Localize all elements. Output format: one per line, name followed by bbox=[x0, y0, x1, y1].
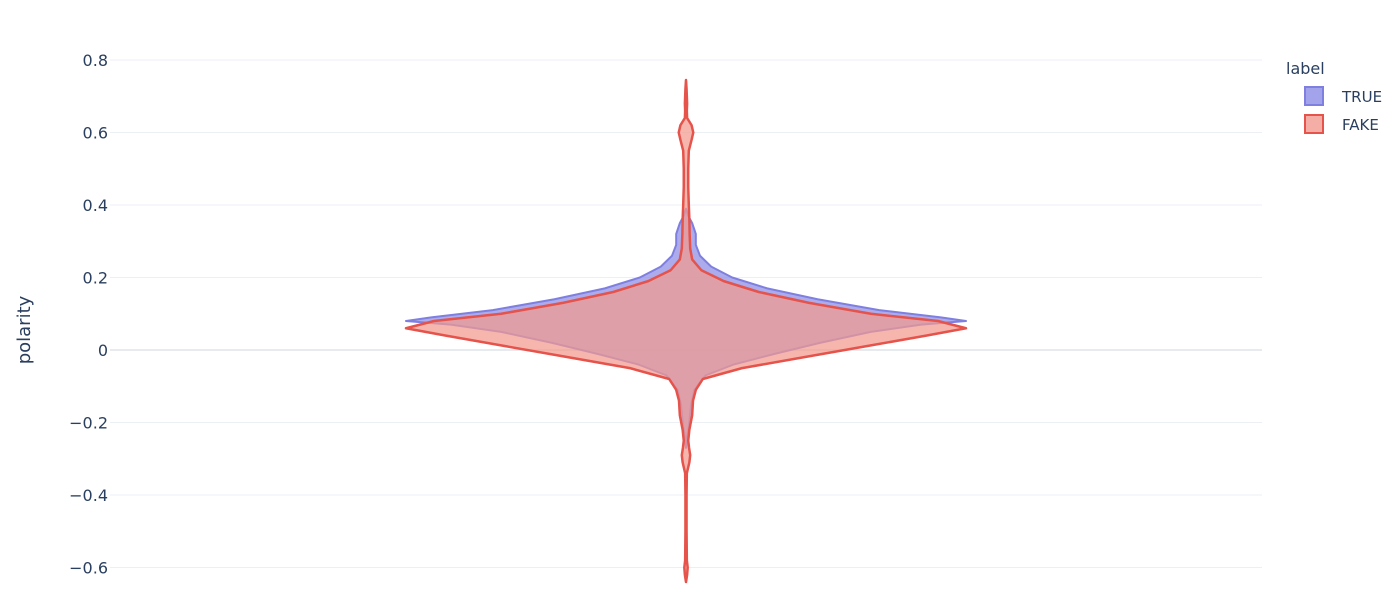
y-tick-label: 0.4 bbox=[83, 196, 108, 215]
y-tick-label: 0.2 bbox=[83, 269, 108, 288]
legend[interactable]: label TRUE FAKE bbox=[1286, 59, 1382, 134]
y-axis-title: polarity bbox=[14, 295, 35, 364]
legend-swatch-fake bbox=[1304, 114, 1324, 134]
y-tick-label: 0.8 bbox=[83, 51, 108, 70]
legend-title: label bbox=[1286, 59, 1325, 78]
y-tick-label: 0.6 bbox=[83, 124, 108, 143]
legend-label-fake: FAKE bbox=[1342, 116, 1379, 134]
legend-swatch-true bbox=[1304, 86, 1324, 106]
y-tick-label: −0.4 bbox=[69, 486, 108, 505]
y-tick-label: 0 bbox=[98, 341, 108, 360]
legend-item-fake[interactable]: FAKE bbox=[1304, 114, 1379, 134]
legend-label-true: TRUE bbox=[1341, 88, 1382, 106]
y-tick-label: −0.6 bbox=[69, 559, 108, 578]
y-tick-label: −0.2 bbox=[69, 414, 108, 433]
y-tick-labels: 0.8 0.6 0.4 0.2 0 −0.2 −0.4 −0.6 bbox=[69, 51, 108, 578]
violin-traces bbox=[404, 78, 968, 584]
legend-item-true[interactable]: TRUE bbox=[1304, 86, 1382, 106]
violin-fake bbox=[404, 78, 968, 584]
